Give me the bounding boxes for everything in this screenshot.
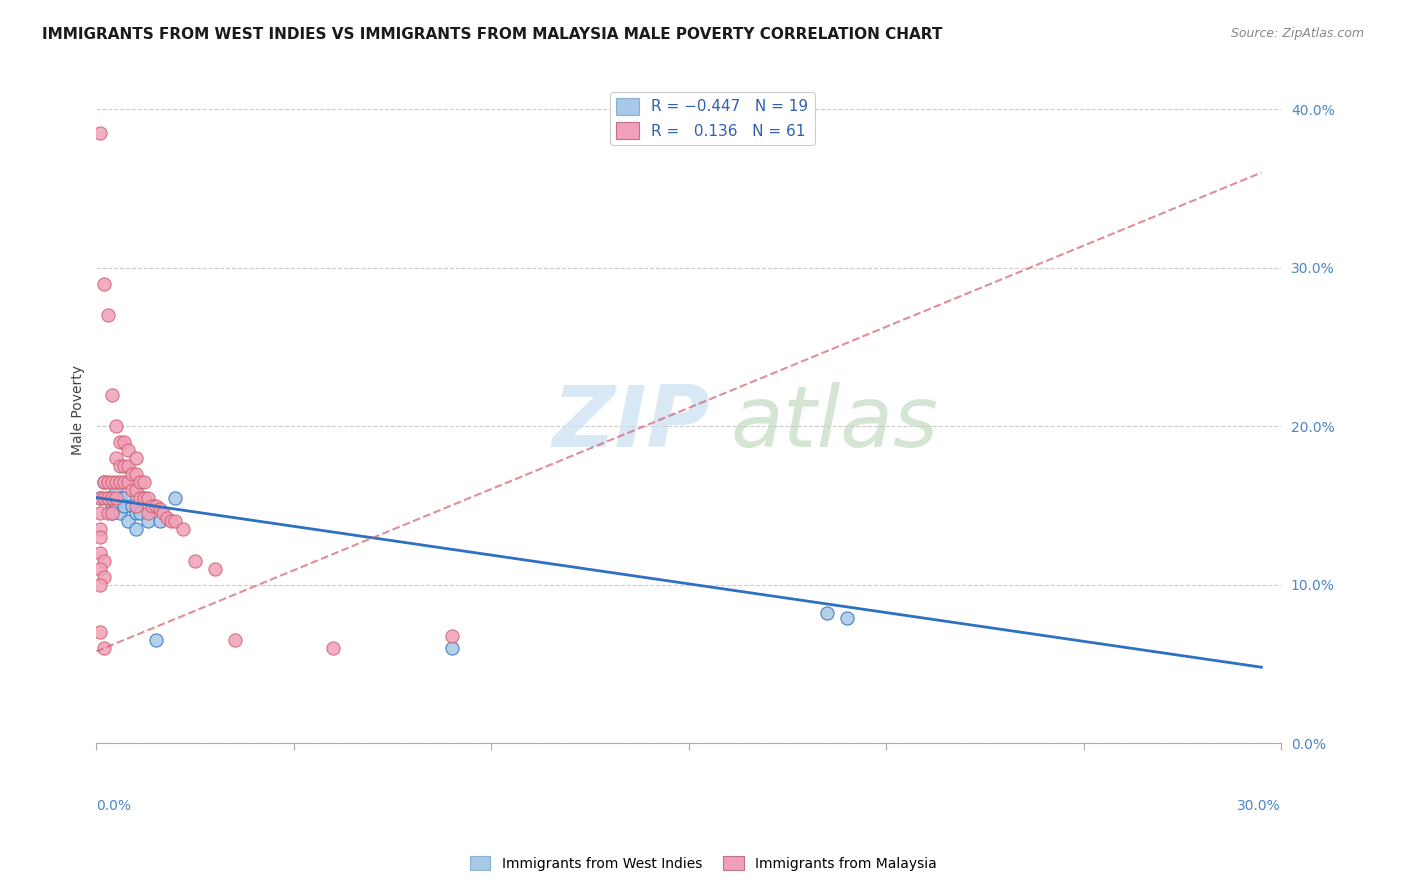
Point	[101, 387, 124, 401]
Point	[93, 277, 115, 291]
Point	[172, 522, 194, 536]
Point	[141, 499, 163, 513]
Point	[108, 507, 131, 521]
Point	[105, 491, 128, 505]
Point	[105, 483, 128, 497]
Point	[440, 628, 463, 642]
Point	[112, 499, 135, 513]
Point	[93, 491, 115, 505]
Text: ZIP: ZIP	[553, 382, 710, 466]
Point	[184, 554, 207, 568]
Point	[89, 578, 111, 592]
Point	[117, 458, 139, 473]
Point	[125, 450, 148, 465]
Point	[101, 499, 124, 513]
Point	[125, 499, 148, 513]
Point	[204, 562, 226, 576]
Point	[97, 491, 120, 505]
Point	[224, 633, 246, 648]
Point	[160, 514, 183, 528]
Point	[132, 491, 155, 505]
Point	[117, 514, 139, 528]
Point	[105, 450, 128, 465]
Legend: R = −0.447   N = 19, R =   0.136   N = 61: R = −0.447 N = 19, R = 0.136 N = 61	[610, 92, 814, 145]
Point	[89, 491, 111, 505]
Point	[141, 499, 163, 513]
Point	[101, 507, 124, 521]
Point	[89, 562, 111, 576]
Point	[97, 491, 120, 505]
Point	[117, 475, 139, 489]
Point	[121, 483, 143, 497]
Point	[112, 475, 135, 489]
Point	[108, 435, 131, 450]
Point	[89, 625, 111, 640]
Point	[101, 507, 124, 521]
Point	[93, 475, 115, 489]
Point	[89, 530, 111, 544]
Text: atlas: atlas	[730, 382, 938, 466]
Point	[128, 491, 150, 505]
Point	[125, 522, 148, 536]
Point	[145, 499, 167, 513]
Point	[145, 633, 167, 648]
Point	[112, 491, 135, 505]
Point	[125, 507, 148, 521]
Point	[440, 641, 463, 656]
Point	[121, 499, 143, 513]
Point	[93, 641, 115, 656]
Point	[97, 308, 120, 322]
Point	[89, 522, 111, 536]
Legend: Immigrants from West Indies, Immigrants from Malaysia: Immigrants from West Indies, Immigrants …	[464, 850, 942, 876]
Text: 0.0%: 0.0%	[97, 799, 131, 813]
Point	[128, 507, 150, 521]
Point	[165, 514, 187, 528]
Point	[322, 641, 344, 656]
Point	[815, 607, 838, 621]
Point	[128, 475, 150, 489]
Point	[121, 467, 143, 481]
Y-axis label: Male Poverty: Male Poverty	[72, 366, 86, 456]
Point	[112, 435, 135, 450]
Text: Source: ZipAtlas.com: Source: ZipAtlas.com	[1230, 27, 1364, 40]
Point	[148, 501, 170, 516]
Point	[156, 511, 179, 525]
Point	[125, 467, 148, 481]
Point	[89, 546, 111, 560]
Point	[835, 611, 858, 625]
Point	[108, 491, 131, 505]
Point	[89, 491, 111, 505]
Point	[93, 570, 115, 584]
Point	[101, 475, 124, 489]
Point	[97, 475, 120, 489]
Point	[108, 458, 131, 473]
Point	[112, 458, 135, 473]
Point	[132, 475, 155, 489]
Point	[105, 419, 128, 434]
Point	[136, 514, 159, 528]
Text: IMMIGRANTS FROM WEST INDIES VS IMMIGRANTS FROM MALAYSIA MALE POVERTY CORRELATION: IMMIGRANTS FROM WEST INDIES VS IMMIGRANT…	[42, 27, 942, 42]
Point	[97, 507, 120, 521]
Point	[101, 491, 124, 505]
Point	[152, 507, 174, 521]
Point	[108, 475, 131, 489]
Point	[136, 491, 159, 505]
Point	[148, 514, 170, 528]
Point	[117, 443, 139, 458]
Point	[132, 491, 155, 505]
Text: 30.0%: 30.0%	[1237, 799, 1281, 813]
Point	[165, 491, 187, 505]
Point	[93, 475, 115, 489]
Point	[93, 554, 115, 568]
Point	[89, 507, 111, 521]
Point	[105, 475, 128, 489]
Point	[136, 507, 159, 521]
Point	[89, 126, 111, 140]
Point	[105, 499, 128, 513]
Point	[125, 483, 148, 497]
